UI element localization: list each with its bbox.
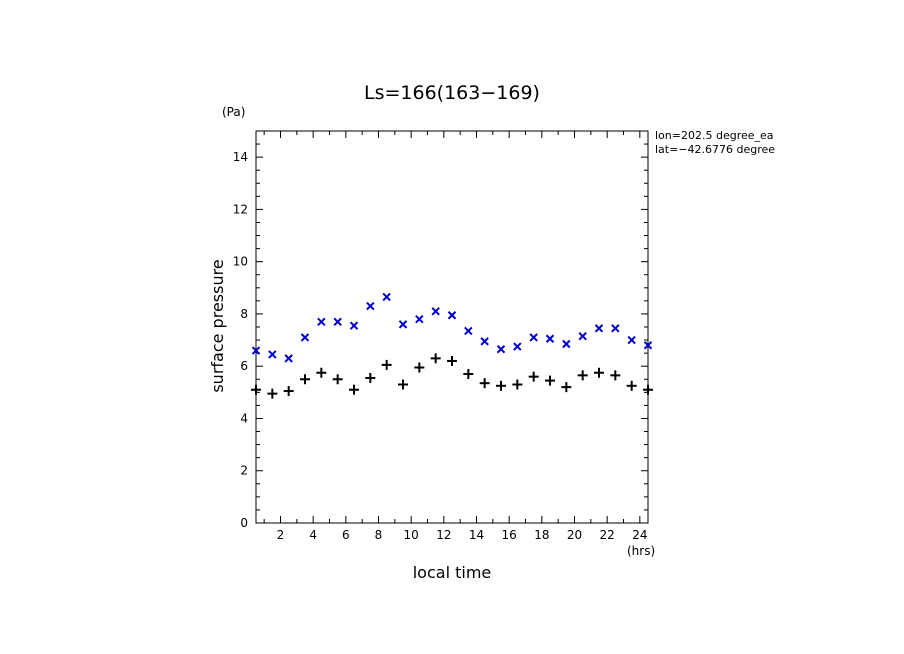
x-marker-point [268,350,277,359]
plus-marker-point [610,370,621,381]
x-marker-point [251,346,261,355]
x-tick-label: 18 [534,528,549,542]
x-marker-point [627,335,636,345]
x-marker-point [349,321,359,330]
plus-marker-point [626,380,637,391]
plus-marker-point [381,359,392,370]
x-marker-point [398,320,408,329]
y-tick-label: 0 [240,516,248,530]
plus-marker-point [398,379,408,390]
plus-marker-point [447,355,457,366]
x-marker-point [562,339,571,349]
x-tick-label: 24 [632,528,647,542]
y-tick-label: 12 [233,202,248,216]
x-marker-point [529,333,538,342]
x-marker-point [300,333,310,342]
x-marker-point [611,324,620,333]
x-marker-point [431,307,440,316]
x-marker-point [415,314,424,324]
x-marker-point [480,337,489,346]
x-marker-point [643,341,653,350]
plus-marker-point [365,372,376,383]
y-tick-label: 6 [240,359,248,373]
x-tick-label: 16 [502,528,517,542]
x-marker-point [317,317,326,326]
y-tick-label: 8 [240,307,248,321]
x-tick-label: 10 [404,528,419,542]
plus-marker-point [332,374,343,385]
x-tick-label: 20 [567,528,582,542]
annotation-lat: lat=−42.6776 degree [655,143,775,156]
x-marker-point [545,334,555,343]
x-marker-point [496,345,506,354]
x-tick-label: 22 [600,528,615,542]
plus-marker-point [316,367,327,378]
x-marker-point [333,317,342,326]
x-marker-point [578,331,587,341]
x-tick-label: 8 [375,528,383,542]
y-unit-label: (Pa) [222,105,245,119]
plus-marker-point [594,367,604,378]
x-tick-label: 14 [469,528,484,542]
axis-ticks [256,130,648,524]
plot-frame [255,130,649,524]
plus-marker-point [251,384,261,395]
x-axis-label: local time [413,563,492,582]
x-marker-point [513,342,522,351]
y-tick-label: 2 [240,464,248,478]
plus-marker-point [561,382,572,393]
x-marker-point [284,354,293,363]
y-axis-label: surface pressure [208,259,227,392]
x-tick-label: 4 [309,528,317,542]
x-marker-point [464,326,473,336]
plus-marker-point [512,379,523,390]
annotation-lon: lon=202.5 degree_ea [655,129,774,142]
x-unit-label: (hrs) [627,544,655,558]
x-marker-point [447,311,457,320]
plus-marker-point [283,386,294,397]
x-tick-label: 2 [277,528,285,542]
plus-marker-point [267,388,278,399]
plus-marker-point [496,380,506,391]
x-marker-point [382,292,391,302]
x-tick-label: 12 [436,528,451,542]
plus-marker-point [463,369,474,380]
plus-marker-point [643,384,653,395]
x-tick-label: 6 [342,528,350,542]
plus-marker-point [430,353,441,364]
x-marker-point [366,301,375,311]
plus-marker-point [414,362,425,373]
plus-marker-point [545,375,555,386]
plus-marker-point [479,378,490,389]
y-tick-label: 14 [233,150,248,164]
data-marks [251,292,653,399]
plus-marker-point [300,374,310,385]
y-tick-label: 10 [233,255,248,269]
plus-marker-point [528,371,539,382]
plus-marker-point [349,384,359,395]
chart-title: Ls=166(163−169) [364,82,540,104]
y-tick-label: 4 [240,411,248,425]
plus-marker-point [577,370,588,381]
x-marker-point [594,324,604,333]
